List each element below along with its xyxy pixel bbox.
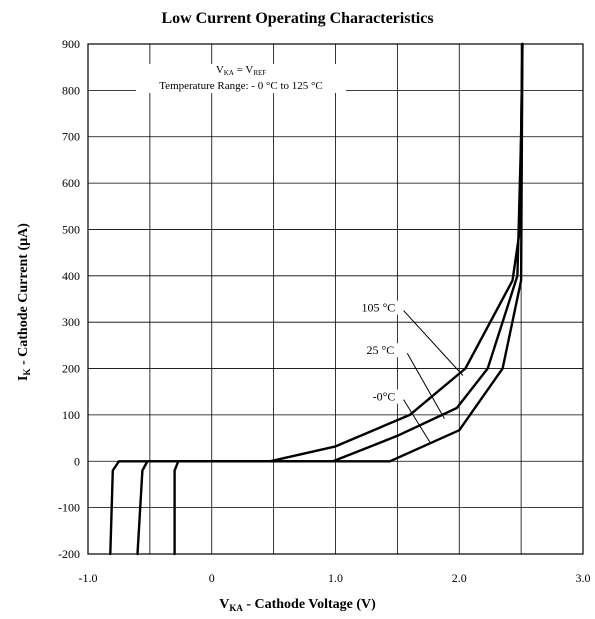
curve-label-leader-2	[403, 399, 432, 444]
chart-title: Low Current Operating Characteristics	[161, 10, 434, 27]
y-tick-label-11: 900	[62, 37, 80, 51]
y-tick-label-3: 100	[62, 408, 80, 422]
conditions-annotation: VKA = VREF Temperature Range: - 0 °C to …	[136, 64, 346, 93]
annotation-vref-sub: REF	[253, 69, 267, 77]
x-axis-label-main: V	[219, 597, 230, 612]
curve-label-bg-0	[359, 300, 402, 315]
y-tick-label-4: 200	[62, 362, 80, 376]
y-tick-label-8: 600	[62, 176, 80, 190]
x-tick-label-2: 0	[209, 571, 215, 585]
curve-label-bg-1	[364, 343, 406, 358]
annotation-line-1: VKA = VREF	[136, 64, 346, 80]
y-tick-label-10: 800	[62, 83, 80, 97]
x-axis-label-sub: KA	[229, 603, 243, 613]
x-axis-label-rest: - Cathode Voltage (V)	[242, 597, 376, 612]
series-line-0	[109, 42, 524, 556]
annotation-line-2: Temperature Range: - 0 °C to 125 °C	[159, 80, 323, 92]
x-axis-label: VKA - Cathode Voltage (V)	[0, 597, 595, 613]
annotation-vka-sub: KA	[223, 69, 234, 77]
series-line-2	[173, 42, 524, 556]
curve-label-0: 105 °C	[361, 301, 395, 315]
y-tick-label-7: 500	[62, 222, 80, 236]
curve-label-1: 25 °C	[366, 343, 394, 357]
curve-label-bg-2	[370, 389, 402, 404]
x-tick-label-0: -1.0	[79, 571, 98, 585]
y-tick-label-9: 700	[62, 130, 80, 144]
y-tick-label-5: 300	[62, 315, 80, 329]
curve-label-2: -0°C	[373, 390, 396, 404]
x-tick-label-6: 2.0	[452, 571, 467, 585]
series-line-1	[136, 42, 524, 556]
y-tick-label-2: 0	[74, 454, 80, 468]
x-tick-label-4: 1.0	[328, 571, 343, 585]
annotation-vka: V	[215, 64, 224, 76]
y-tick-label-0: -200	[58, 547, 80, 561]
annotation-equals: = V	[233, 64, 254, 76]
y-tick-label-1: -100	[58, 501, 80, 515]
curve-label-leader-0	[403, 310, 464, 376]
y-tick-label-6: 400	[62, 269, 80, 283]
x-tick-label-8: 3.0	[576, 571, 591, 585]
curve-label-leader-1	[406, 352, 445, 419]
plot-frame	[87, 43, 584, 555]
